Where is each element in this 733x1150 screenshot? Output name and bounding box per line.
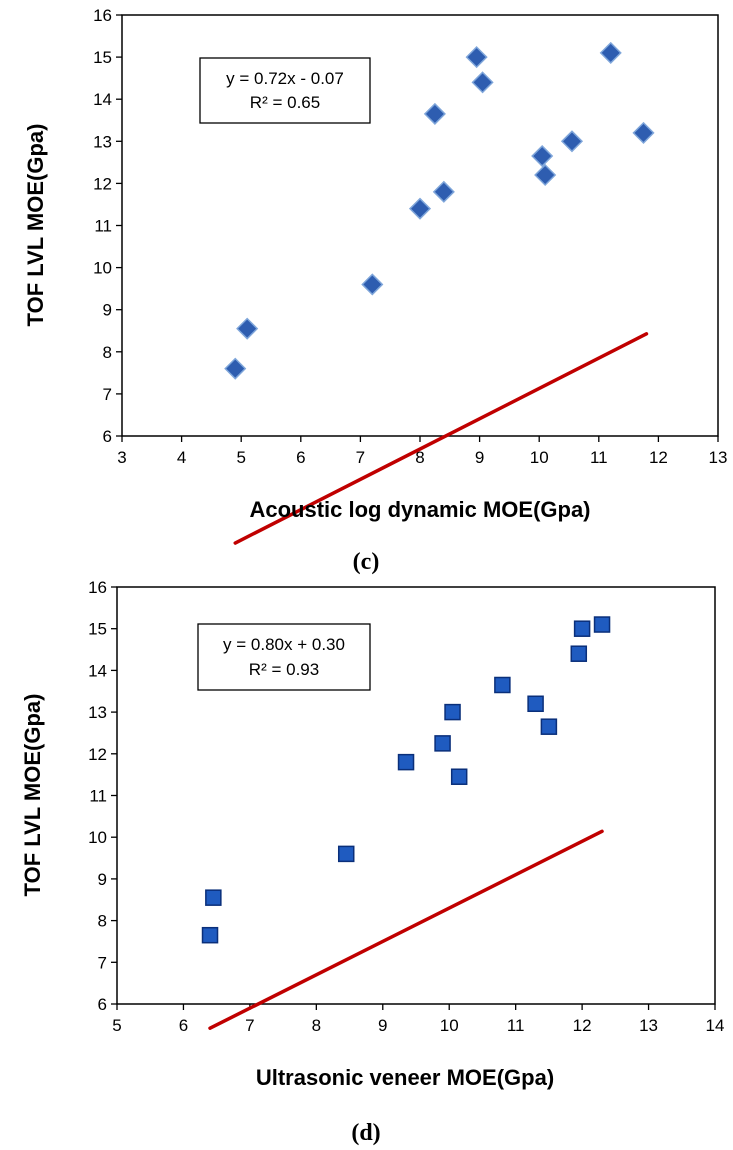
equation-text: y = 0.72x - 0.07 <box>226 69 344 88</box>
y-tick-label: 12 <box>88 745 107 764</box>
data-point <box>450 768 468 785</box>
y-tick-label: 10 <box>93 259 112 278</box>
trendline <box>208 829 604 1030</box>
y-tick-labels: 6 7 8 9 10 11 12 13 14 15 16 <box>88 578 107 1014</box>
x-tick-label: 5 <box>236 448 245 467</box>
y-tick-label: 7 <box>98 953 107 972</box>
trendline <box>233 332 649 545</box>
data-point <box>236 317 259 340</box>
x-tick-label: 9 <box>378 1016 387 1035</box>
equation-box-border <box>199 57 371 124</box>
x-tick-label: 14 <box>706 1016 725 1035</box>
data-point <box>408 197 432 220</box>
y-tick-label: 16 <box>88 578 107 597</box>
data-point <box>632 121 655 144</box>
data-point <box>527 695 544 713</box>
x-tick-label: 6 <box>179 1016 188 1035</box>
data-point <box>423 102 446 125</box>
data-point <box>224 357 247 380</box>
y-tick-labels: 6 7 8 9 10 11 12 13 14 15 16 <box>93 6 112 446</box>
x-tick-label: 11 <box>590 448 608 467</box>
y-tick-label: 14 <box>93 90 112 109</box>
y-tick-label: 11 <box>94 217 112 236</box>
equation-box-border <box>197 623 371 691</box>
x-axis-title: Acoustic log dynamic MOE(Gpa) <box>249 497 590 522</box>
tick-marks <box>111 586 716 1010</box>
y-tick-label: 6 <box>98 995 107 1014</box>
x-axis-title: Ultrasonic veneer MOE(Gpa) <box>256 1065 554 1090</box>
y-tick-label: 16 <box>93 6 112 25</box>
data-point <box>593 616 611 633</box>
equation-box: y = 0.72x - 0.07 R² = 0.65 <box>199 57 371 124</box>
y-tick-label: 8 <box>103 343 112 362</box>
data-point <box>205 889 222 906</box>
x-tick-label: 3 <box>117 448 126 467</box>
y-tick-label: 12 <box>93 174 112 193</box>
x-tick-label: 13 <box>709 448 728 467</box>
panel-label-d: (d) <box>351 1120 380 1146</box>
y-tick-label: 9 <box>98 870 107 889</box>
x-tick-label: 9 <box>475 448 484 467</box>
data-points <box>224 41 655 380</box>
y-tick-label: 15 <box>93 48 112 67</box>
chart-panel-c: 6 7 8 9 10 11 12 13 14 15 16 3 4 5 6 7 8 9 10 11 12 13 y = 0… <box>23 6 727 575</box>
x-tick-label: 6 <box>296 448 305 467</box>
r-squared-text: R² = 0.65 <box>250 93 320 112</box>
y-tick-label: 6 <box>103 427 112 446</box>
y-axis-title: TOF LVL MOE(Gpa) <box>23 124 48 327</box>
data-point <box>201 926 219 944</box>
data-point <box>573 620 591 637</box>
x-tick-label: 10 <box>530 448 549 467</box>
y-tick-label: 15 <box>88 620 107 639</box>
data-points <box>201 616 611 944</box>
x-tick-label: 10 <box>440 1016 459 1035</box>
y-tick-label: 9 <box>103 301 112 320</box>
x-tick-label: 13 <box>639 1016 658 1035</box>
x-tick-label: 12 <box>573 1016 592 1035</box>
data-point <box>599 41 622 64</box>
x-tick-labels: 5 6 7 8 9 10 11 12 13 14 <box>112 1016 724 1035</box>
data-point <box>432 180 455 203</box>
x-tick-label: 8 <box>415 448 424 467</box>
data-point <box>540 718 558 735</box>
data-point <box>534 163 557 187</box>
x-tick-label: 7 <box>245 1016 254 1035</box>
data-point <box>531 144 554 168</box>
x-tick-label: 5 <box>112 1016 121 1035</box>
data-point <box>494 676 511 694</box>
y-tick-label: 13 <box>88 703 107 722</box>
data-point <box>397 753 415 771</box>
data-point <box>361 273 384 296</box>
data-point <box>570 645 588 662</box>
equation-box: y = 0.80x + 0.30 R² = 0.93 <box>197 623 371 691</box>
tick-marks <box>116 14 719 442</box>
x-tick-label: 11 <box>507 1016 525 1035</box>
y-axis-title: TOF LVL MOE(Gpa) <box>20 694 45 897</box>
r-squared-text: R² = 0.93 <box>249 660 319 679</box>
x-tick-label: 12 <box>649 448 668 467</box>
y-tick-label: 14 <box>88 661 107 680</box>
x-tick-label: 8 <box>312 1016 321 1035</box>
data-point <box>337 845 355 863</box>
y-tick-label: 11 <box>89 787 107 806</box>
y-tick-label: 7 <box>103 385 112 404</box>
x-tick-label: 7 <box>356 448 365 467</box>
data-point <box>465 46 488 69</box>
y-tick-label: 10 <box>88 828 107 847</box>
x-tick-label: 4 <box>177 448 186 467</box>
equation-text: y = 0.80x + 0.30 <box>223 635 345 654</box>
y-tick-label: 13 <box>93 132 112 151</box>
data-point <box>444 703 461 721</box>
data-point <box>560 130 584 153</box>
data-point <box>471 71 494 94</box>
y-tick-label: 8 <box>98 912 107 931</box>
x-tick-labels: 3 4 5 6 7 8 9 10 11 12 13 <box>117 448 727 467</box>
panel-label-c: (c) <box>353 549 380 575</box>
data-point <box>434 735 451 752</box>
